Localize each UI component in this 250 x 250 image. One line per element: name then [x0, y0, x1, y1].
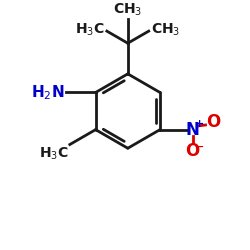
Text: O: O — [186, 142, 200, 160]
Text: H$_3$C: H$_3$C — [39, 146, 69, 162]
Text: CH$_3$: CH$_3$ — [150, 22, 180, 38]
Text: N: N — [186, 121, 200, 139]
Text: H$_3$C: H$_3$C — [75, 22, 105, 38]
Text: −: − — [195, 142, 205, 152]
Text: O: O — [206, 113, 220, 131]
Text: CH$_3$: CH$_3$ — [113, 2, 142, 18]
Text: H$_2$N: H$_2$N — [32, 83, 65, 102]
Text: +: + — [194, 119, 204, 129]
